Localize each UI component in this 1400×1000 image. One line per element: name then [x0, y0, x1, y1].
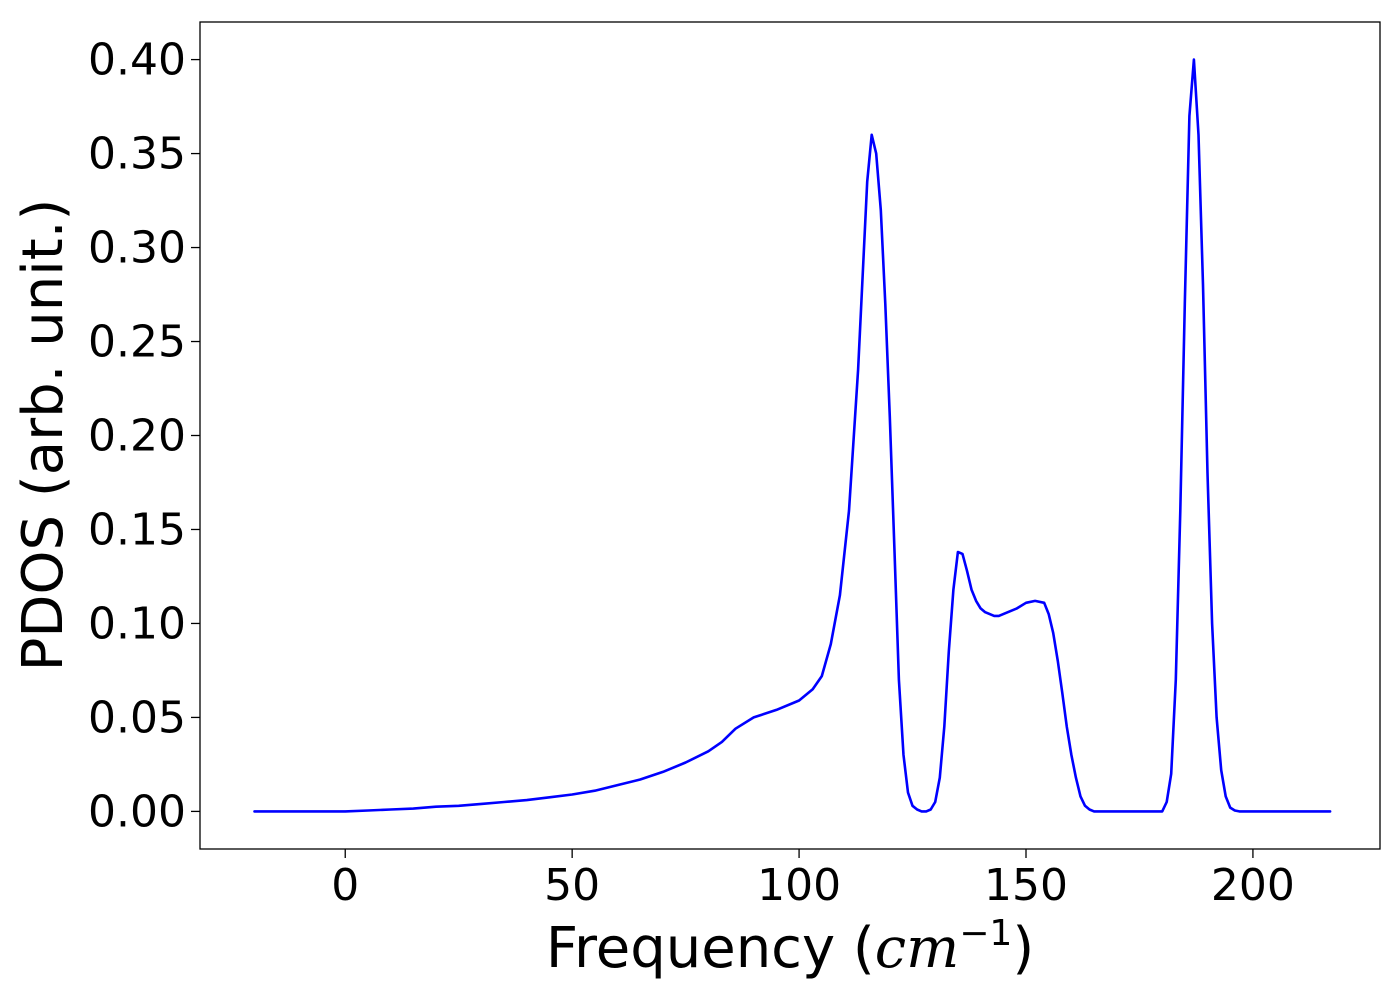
y-tick-label: 0.10 [88, 598, 186, 649]
x-tick-label: 100 [757, 860, 841, 911]
y-tick-label: 0.00 [88, 786, 186, 837]
x-axis-ticks: 0 50 100 150 200 [331, 849, 1295, 911]
plot-area-frame [199, 21, 1381, 850]
y-tick-label: 0.30 [88, 223, 186, 274]
y-axis-ticks: 0.00 0.05 0.10 0.15 0.20 0.25 0.30 0.35 0.40 [88, 35, 200, 837]
y-axis-label: PDOS (arb. unit.) [11, 199, 76, 672]
y-tick-label: 0.35 [88, 129, 186, 180]
y-tick-label: 0.15 [88, 504, 186, 555]
pdos-series-line [253, 58, 1332, 813]
y-tick-label: 0.20 [88, 411, 186, 462]
y-tick-label: 0.40 [88, 35, 186, 86]
x-tick-label: 200 [1211, 860, 1295, 911]
y-tick-label: 0.05 [88, 692, 186, 743]
x-tick-label: 0 [331, 860, 359, 911]
x-tick-label: 150 [984, 860, 1068, 911]
x-tick-label: 50 [544, 860, 600, 911]
x-axis-label: Frequency (cm−1) [546, 913, 1034, 981]
y-tick-label: 0.25 [88, 317, 186, 368]
